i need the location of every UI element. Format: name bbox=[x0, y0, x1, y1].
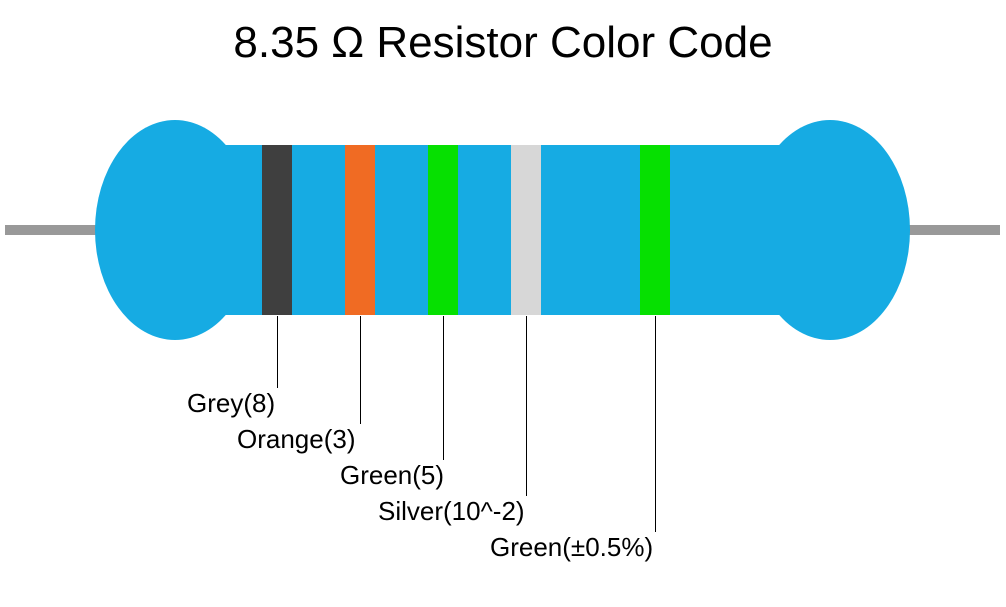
band-digit2 bbox=[345, 145, 375, 315]
band-multiplier bbox=[511, 145, 541, 315]
label-tolerance: Green(±0.5%) bbox=[490, 532, 653, 563]
label-digit1: Grey(8) bbox=[187, 388, 275, 419]
label-digit3: Green(5) bbox=[340, 460, 444, 491]
diagram-title: 8.35 Ω Resistor Color Code bbox=[0, 18, 1006, 68]
leader-multiplier bbox=[526, 316, 527, 496]
label-digit2: Orange(3) bbox=[237, 424, 356, 455]
leader-digit2 bbox=[360, 316, 361, 424]
leader-digit1 bbox=[277, 316, 278, 388]
resistor-lead-right bbox=[895, 225, 1000, 235]
band-digit1 bbox=[262, 145, 292, 315]
band-digit3 bbox=[428, 145, 458, 315]
leader-digit3 bbox=[443, 316, 444, 460]
leader-tolerance bbox=[655, 316, 656, 532]
band-tolerance bbox=[640, 145, 670, 315]
label-multiplier: Silver(10^-2) bbox=[378, 496, 525, 527]
diagram-canvas: 8.35 Ω Resistor Color Code Grey(8) Orang… bbox=[0, 0, 1006, 607]
